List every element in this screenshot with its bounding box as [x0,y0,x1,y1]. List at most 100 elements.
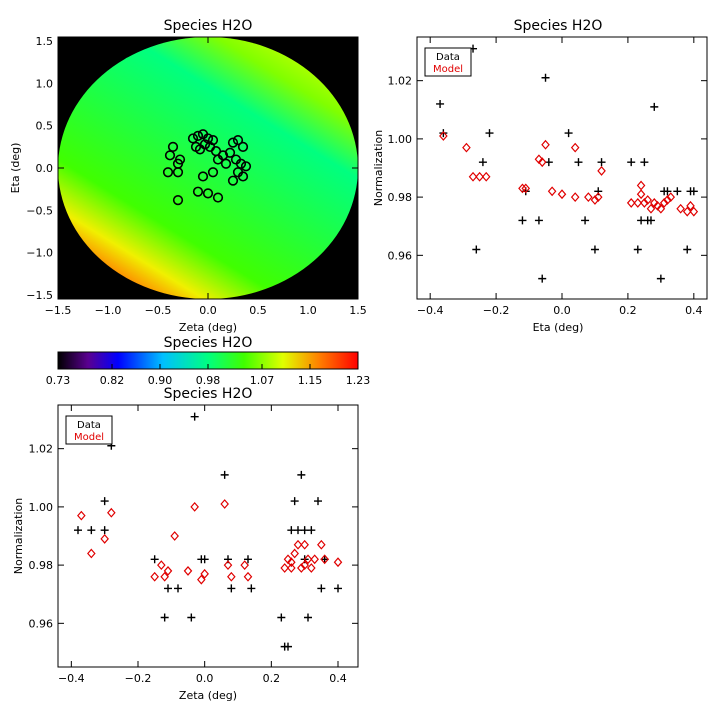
map-y-tick-label: 0.0 [36,162,54,175]
eta-data-point [683,245,692,254]
zeta-data-point [87,526,96,535]
zeta-model-point [303,554,313,565]
map-fiber-marker [199,139,211,150]
zeta-panel: Species H2O −0.4 −0.2 0.0 0.2 0.4 0.96 0.98 1.… [12,386,359,702]
eta-model-point [626,198,636,208]
zeta-frame [57,404,359,668]
zeta-data-point [187,613,196,622]
eta-model-point [597,165,606,176]
map-fiber-marker [197,171,209,182]
colorbar-ticks: 0.73 0.82 0.90 0.98 1.07 1.15 1.23 [46,364,370,387]
eta-model-point [636,189,646,200]
eta-model-point [439,131,448,141]
map-fiber-marker [187,133,199,144]
map-x-ticks: −1.5 −1.0 −0.5 0.0 0.5 1.0 1.5 [45,37,367,317]
eta-legend-model: Model [433,64,463,75]
zeta-data-point [74,526,82,535]
map-fiber-marker [232,135,244,146]
map-fiber-marker [212,154,224,165]
colorbar-tick-label: 0.73 [46,374,71,387]
map-x-tick-label: 0.5 [249,304,267,317]
map-y-tick-label: 1.5 [36,35,54,48]
eta-model-point [584,192,593,203]
map-fiber-marker [220,158,232,169]
zeta-y-tick-label: 1.02 [29,443,54,456]
zeta-legend-model: Model [74,432,104,443]
zeta-model-point [163,566,173,576]
map-fiber-marker [174,154,186,165]
eta-frame [416,36,708,300]
eta-y-label: Normalization [372,130,385,206]
zeta-data-point [150,555,159,564]
eta-model-point [521,183,531,194]
eta-model-point [633,198,643,208]
zeta-data-point [247,584,256,593]
eta-model-point [468,171,478,182]
map-y-tick-label: 0.5 [36,120,54,133]
eta-data-point [581,216,590,225]
colorbar-tick-label: 0.90 [148,374,173,387]
zeta-model-point [190,501,199,512]
eta-data-point [627,158,636,167]
eta-model-point [570,142,580,153]
eta-y-tick-label: 1.02 [388,75,413,88]
zeta-model-point [287,563,296,573]
eta-data-point [574,158,583,167]
map-x-tick-label: 1.0 [299,304,317,317]
eta-model-point [462,142,471,153]
zeta-data-point [160,613,169,622]
eta-model-point [686,200,695,211]
zeta-model-point [297,563,306,573]
map-x-tick-label: 1.5 [349,304,367,317]
eta-x-tick-label: 0.4 [685,304,703,317]
map-x-tick-label: −0.5 [145,304,172,317]
map-fiber-marker [162,167,174,178]
zeta-model-point [200,568,209,579]
map-x-tick-label: −1.5 [45,304,72,317]
eta-model-point [593,192,603,203]
map-fiber-marker [172,195,184,206]
eta-data-point [633,245,642,254]
map-y-ticks: −1.5 −1.0 −0.5 0.0 0.5 1.0 1.5 [26,35,358,302]
eta-data-point [541,73,550,82]
eta-model-point [475,171,484,182]
eta-x-tick-label: 0.0 [553,304,571,317]
eta-legend-box [424,47,472,77]
eta-model-point [643,195,652,205]
zeta-data-point [287,526,296,535]
map-fiber-marker [224,147,236,158]
zeta-model-point [183,566,193,576]
map-fiber-marker [192,130,204,141]
eta-model-point [640,198,649,208]
zeta-y-tick-label: 0.96 [29,617,54,630]
eta-legend-data: Data [436,52,460,63]
map-fiber-marker [237,141,249,152]
zeta-model-point [157,560,166,571]
eta-marks [435,44,699,283]
eta-model-point [663,195,672,205]
eta-model-point [689,206,699,217]
eta-data-point [538,274,547,283]
zeta-y-tick-label: 0.98 [29,559,54,572]
zeta-model-point [220,499,229,509]
colorbar-panel: Species H2O 0.73 0.82 0.90 0.98 1.07 1.15 1.23 [46,335,371,387]
map-y-label: Eta (deg) [9,143,22,194]
eta-data-point [485,129,494,138]
zeta-y-label: Normalization [12,498,25,574]
map-markers [162,129,252,206]
zeta-data-point [297,470,306,479]
eta-model-point [570,192,580,203]
eta-data-point [534,216,543,225]
zeta-model-point [317,539,326,550]
map-fiber-marker [192,186,204,197]
map-panel: Species H2O −1.5 −1.0 −0.5 0.0 0.5 1.0 1.5 −1.… [9,18,367,334]
map-y-tick-label: −0.5 [26,204,53,217]
zeta-model-point [300,539,309,550]
eta-title: Species H2O [514,18,603,34]
zeta-x-tick-label: 0.0 [196,672,214,685]
zeta-x-label: Zeta (deg) [179,689,237,702]
map-fiber-marker [227,175,239,186]
zeta-x-ticks: −0.4 −0.2 0.0 0.2 0.4 [58,405,347,685]
eta-panel: Species H2O −0.4 −0.2 0.0 0.2 0.4 0.96 0.98 1.… [372,18,708,334]
colorbar-title: Species H2O [164,335,253,351]
